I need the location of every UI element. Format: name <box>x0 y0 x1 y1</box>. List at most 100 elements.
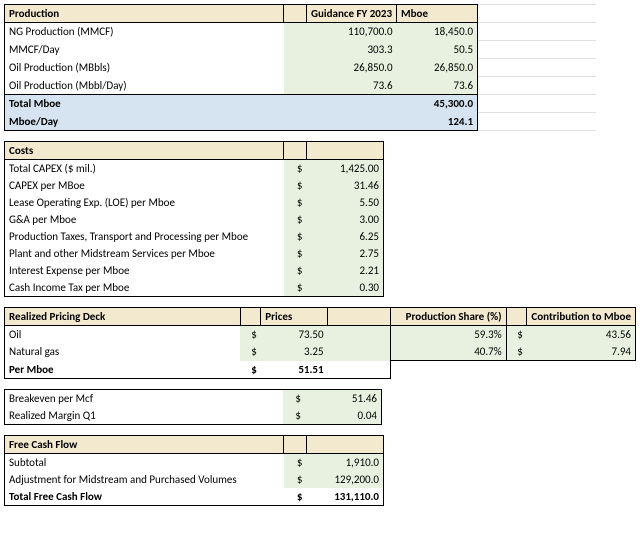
row-label: Total CAPEX ($ mil.) <box>5 160 284 178</box>
production-header: Production <box>5 5 284 23</box>
spacer <box>284 435 307 453</box>
fcf-table: Free Cash Flow Subtotal $ 1,910.0 Adjust… <box>4 435 384 506</box>
cell: 110,700.0 <box>307 23 397 41</box>
row-label: NG Production (MMCF) <box>5 23 284 41</box>
row-label: Natural gas <box>5 343 241 361</box>
cell: 73.6 <box>307 77 397 95</box>
cell: 7.94 <box>527 343 636 361</box>
currency-symbol: $ <box>506 343 527 361</box>
cell: 1,425.00 <box>307 160 384 178</box>
cell: 59.3% <box>391 326 506 344</box>
spacer <box>307 142 384 160</box>
col-contrib: Contribution to Mboe <box>527 308 636 326</box>
cell: 43.56 <box>527 326 636 344</box>
spacer <box>506 308 527 326</box>
cell: 26,850.0 <box>397 59 478 77</box>
cell <box>328 361 391 379</box>
col-mboe: Mboe <box>397 5 478 23</box>
grid-cell <box>478 77 597 95</box>
cell: 303.3 <box>307 41 397 59</box>
currency-symbol: $ <box>284 471 307 488</box>
cell: 50.5 <box>397 41 478 59</box>
grid-cell <box>478 59 597 77</box>
cell: 26,850.0 <box>307 59 397 77</box>
mboe-day-value: 124.1 <box>397 113 478 131</box>
currency-symbol: $ <box>284 488 307 506</box>
row-label: Oil Production (MBbls) <box>5 59 284 77</box>
currency-symbol: $ <box>506 326 527 344</box>
cell: 73.50 <box>261 326 328 344</box>
pricing-table: Realized Pricing Deck Prices Production … <box>4 307 636 379</box>
grid-cell <box>527 361 636 379</box>
row-label: Oil <box>5 326 241 344</box>
cell: 51.46 <box>305 389 382 407</box>
total-mboe-value: 45,300.0 <box>397 95 478 113</box>
fcf-total-label: Total Free Cash Flow <box>5 488 284 506</box>
breakeven-table: Breakeven per Mcf $ 51.46 Realized Margi… <box>4 389 382 425</box>
spacer <box>284 5 307 23</box>
cell: 5.50 <box>307 194 384 211</box>
costs-table: Costs Total CAPEX ($ mil.)$1,425.00 CAPE… <box>4 141 384 297</box>
row-label: Lease Operating Exp. (LOE) per Mboe <box>5 194 284 211</box>
row-label: Breakeven per Mcf <box>5 389 284 407</box>
spacer <box>328 308 391 326</box>
col-prices: Prices <box>261 308 328 326</box>
cell: 1,910.0 <box>307 453 384 471</box>
cell: 18,450.0 <box>397 23 478 41</box>
row-label: Subtotal <box>5 453 284 471</box>
cell <box>284 95 307 113</box>
cell <box>284 113 307 131</box>
cell: 2.75 <box>307 245 384 262</box>
total-mboe-label: Total Mboe <box>5 95 284 113</box>
grid-cell <box>478 113 597 131</box>
cell <box>284 59 307 77</box>
cell <box>328 343 391 361</box>
cell <box>284 23 307 41</box>
row-label: Cash Income Tax per Mboe <box>5 279 284 297</box>
currency-symbol: $ <box>284 177 307 194</box>
cell: 3.00 <box>307 211 384 228</box>
cell: 0.30 <box>307 279 384 297</box>
per-mboe-value: 51.51 <box>261 361 328 379</box>
row-label: G&A per Mboe <box>5 211 284 228</box>
currency-symbol: $ <box>283 407 305 425</box>
spacer <box>284 142 307 160</box>
cell: 40.7% <box>391 343 506 361</box>
row-label: Interest Expense per Mboe <box>5 262 284 279</box>
row-label: Production Taxes, Transport and Processi… <box>5 228 284 245</box>
fcf-total-value: 131,110.0 <box>307 488 384 506</box>
cell <box>307 95 397 113</box>
mboe-day-label: Mboe/Day <box>5 113 284 131</box>
currency-symbol: $ <box>283 389 305 407</box>
cell: 31.46 <box>307 177 384 194</box>
production-table: Production Guidance FY 2023 Mboe NG Prod… <box>4 4 596 131</box>
currency-symbol: $ <box>240 343 261 361</box>
row-label: Realized Margin Q1 <box>5 407 284 425</box>
grid-cell <box>391 361 506 379</box>
cell: 0.04 <box>305 407 382 425</box>
grid-cell <box>478 5 597 23</box>
grid-cell <box>478 95 597 113</box>
currency-symbol: $ <box>284 211 307 228</box>
cell: 73.6 <box>397 77 478 95</box>
grid-cell <box>478 41 597 59</box>
cell <box>328 326 391 344</box>
currency-symbol: $ <box>284 279 307 297</box>
col-guidance: Guidance FY 2023 <box>307 5 397 23</box>
row-label: Oil Production (Mbbl/Day) <box>5 77 284 95</box>
costs-header: Costs <box>5 142 284 160</box>
pricing-header: Realized Pricing Deck <box>5 308 241 326</box>
currency-symbol: $ <box>284 453 307 471</box>
row-label: Plant and other Midstream Services per M… <box>5 245 284 262</box>
cell <box>307 113 397 131</box>
cell: 2.21 <box>307 262 384 279</box>
currency-symbol: $ <box>284 160 307 178</box>
per-mboe-label: Per Mboe <box>5 361 241 379</box>
currency-symbol: $ <box>240 326 261 344</box>
cell: 3.25 <box>261 343 328 361</box>
row-label: CAPEX per MBoe <box>5 177 284 194</box>
col-prod-share: Production Share (%) <box>391 308 506 326</box>
grid-cell <box>478 23 597 41</box>
grid-cell <box>506 361 527 379</box>
row-label: MMCF/Day <box>5 41 284 59</box>
